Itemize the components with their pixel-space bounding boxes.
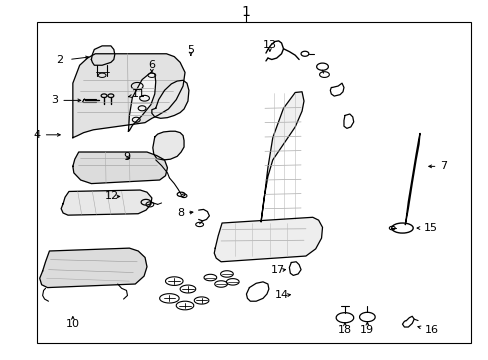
Text: 11: 11: [131, 89, 145, 99]
Text: 2: 2: [56, 54, 63, 64]
Text: 3: 3: [51, 95, 58, 105]
Text: 1: 1: [241, 5, 250, 19]
Polygon shape: [128, 72, 156, 131]
Text: 7: 7: [440, 161, 447, 171]
Text: 14: 14: [275, 291, 289, 301]
Polygon shape: [214, 217, 322, 262]
Polygon shape: [73, 54, 184, 138]
Text: 15: 15: [423, 223, 437, 233]
Text: 9: 9: [122, 152, 130, 162]
Polygon shape: [152, 80, 188, 118]
Text: 16: 16: [424, 325, 438, 335]
Polygon shape: [405, 134, 419, 225]
Text: 4: 4: [34, 130, 41, 140]
Text: 12: 12: [104, 192, 119, 202]
Polygon shape: [73, 152, 167, 184]
Text: 5: 5: [187, 45, 194, 55]
Text: 19: 19: [360, 325, 374, 335]
Text: 10: 10: [66, 319, 80, 329]
Text: 6: 6: [148, 60, 155, 70]
Bar: [37, 22, 470, 343]
Polygon shape: [61, 190, 152, 215]
Text: 17: 17: [270, 265, 284, 275]
Polygon shape: [40, 248, 147, 288]
Polygon shape: [91, 46, 115, 65]
Text: 13: 13: [263, 40, 276, 50]
Polygon shape: [261, 92, 304, 222]
Text: 8: 8: [177, 208, 183, 218]
Polygon shape: [153, 131, 183, 160]
Text: 18: 18: [337, 325, 351, 335]
